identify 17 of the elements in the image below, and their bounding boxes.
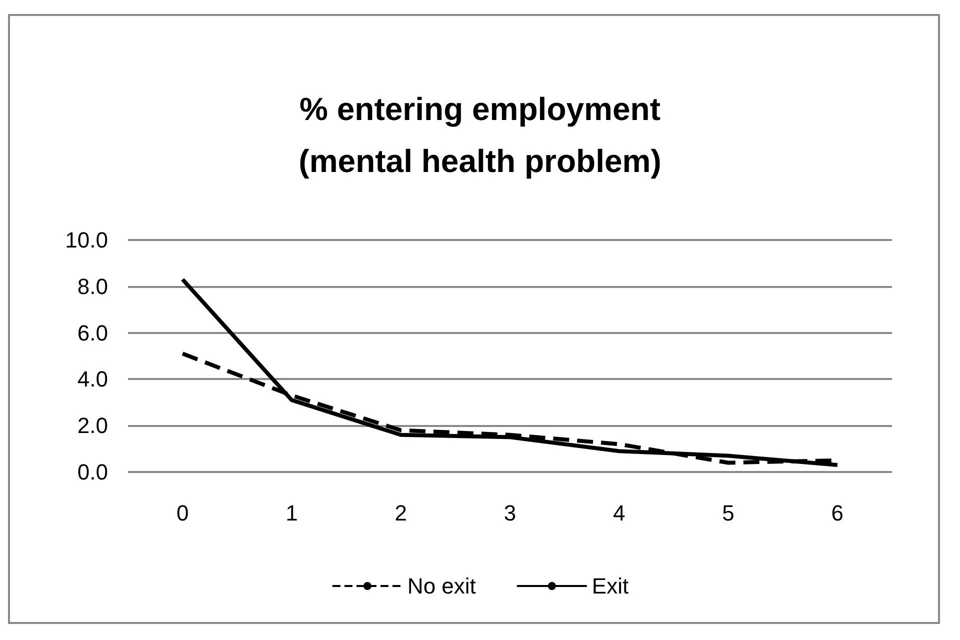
y-tick-label: 8.0 — [77, 274, 108, 299]
x-tick-label: 1 — [286, 500, 298, 526]
x-tick-label: 2 — [394, 500, 407, 526]
x-tick-label: 4 — [613, 500, 626, 526]
y-tick-label: 10.0 — [65, 228, 108, 252]
x-tick-label: 3 — [504, 500, 516, 526]
x-tick-label: 0 — [176, 500, 189, 526]
y-tick-label: 6.0 — [77, 320, 108, 346]
legend-label: No exit — [407, 574, 476, 598]
y-tick-label: 4.0 — [77, 366, 108, 392]
legend-label: Exit — [592, 574, 629, 598]
line-series — [180, 277, 840, 468]
y-tick-label: 0.0 — [77, 460, 108, 484]
x-tick-label: 6 — [831, 500, 844, 526]
chart-title: % entering employment (mental health problem) — [298, 91, 662, 179]
y-tick-label: 2.0 — [77, 413, 108, 438]
x-tick-label: 5 — [722, 500, 734, 526]
